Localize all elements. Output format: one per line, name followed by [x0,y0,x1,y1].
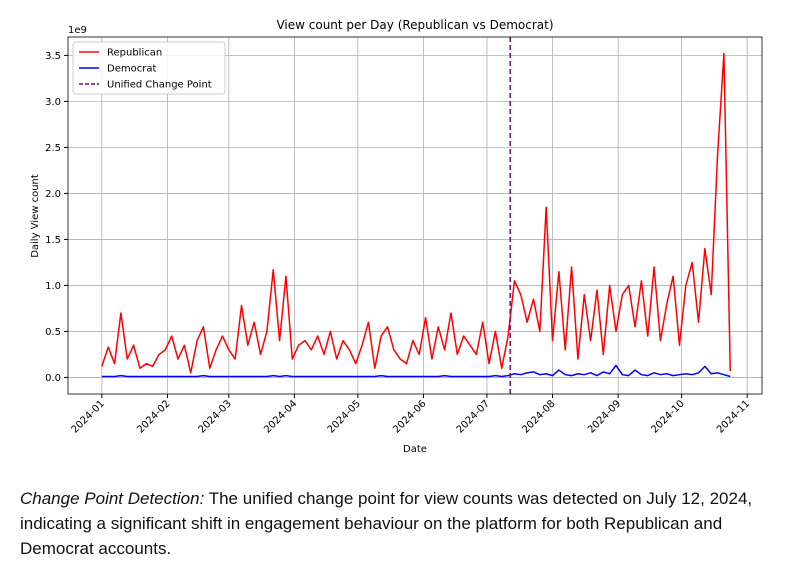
y-tick-label: 3.0 [45,97,61,108]
legend-box [72,41,226,95]
x-tick-label: 2024-09 [586,398,623,435]
x-tick-label: 2024-08 [520,398,557,435]
y-tick-label: 1.5 [45,235,61,246]
x-tick-label: 2024-04 [262,398,299,435]
legend-label: Unified Change Point [107,80,212,91]
x-tick-label: 2024-10 [649,398,686,435]
x-tick-label: 2024-05 [326,398,363,435]
legend-label: Democrat [107,64,156,75]
x-axis-label: Date [403,444,427,455]
chart: View count per Day (Republican vs Democr… [30,18,763,455]
caption-label: Change Point Detection: [20,489,205,508]
x-tick-label: 2024-07 [455,398,492,435]
x-tick-label: 2024-11 [715,398,752,435]
caption-text: The unified change point for view counts… [20,489,753,558]
caption: Change Point Detection: The unified chan… [20,486,780,561]
y-tick-label: 1.0 [45,281,61,292]
y-tick-label: 2.5 [45,143,61,154]
legend-label: Republican [107,48,162,59]
chart-title: View count per Day (Republican vs Democr… [276,18,553,32]
y-axis-label: Daily View count [30,174,41,258]
y-tick-label: 3.5 [45,51,61,62]
x-tick-label: 2024-01 [70,398,107,435]
series-line [101,52,732,374]
series-line [101,364,731,378]
x-tick-label: 2024-06 [391,398,428,435]
x-tick-label: 2024-02 [135,398,172,435]
y-tick-label: 2.0 [45,189,61,200]
y-tick-label: 0.0 [45,373,61,384]
y-tick-label: 0.5 [45,327,61,338]
plot-frame [67,36,763,395]
y-offset-label: 1e9 [68,25,87,36]
x-tick-label: 2024-03 [197,398,234,435]
